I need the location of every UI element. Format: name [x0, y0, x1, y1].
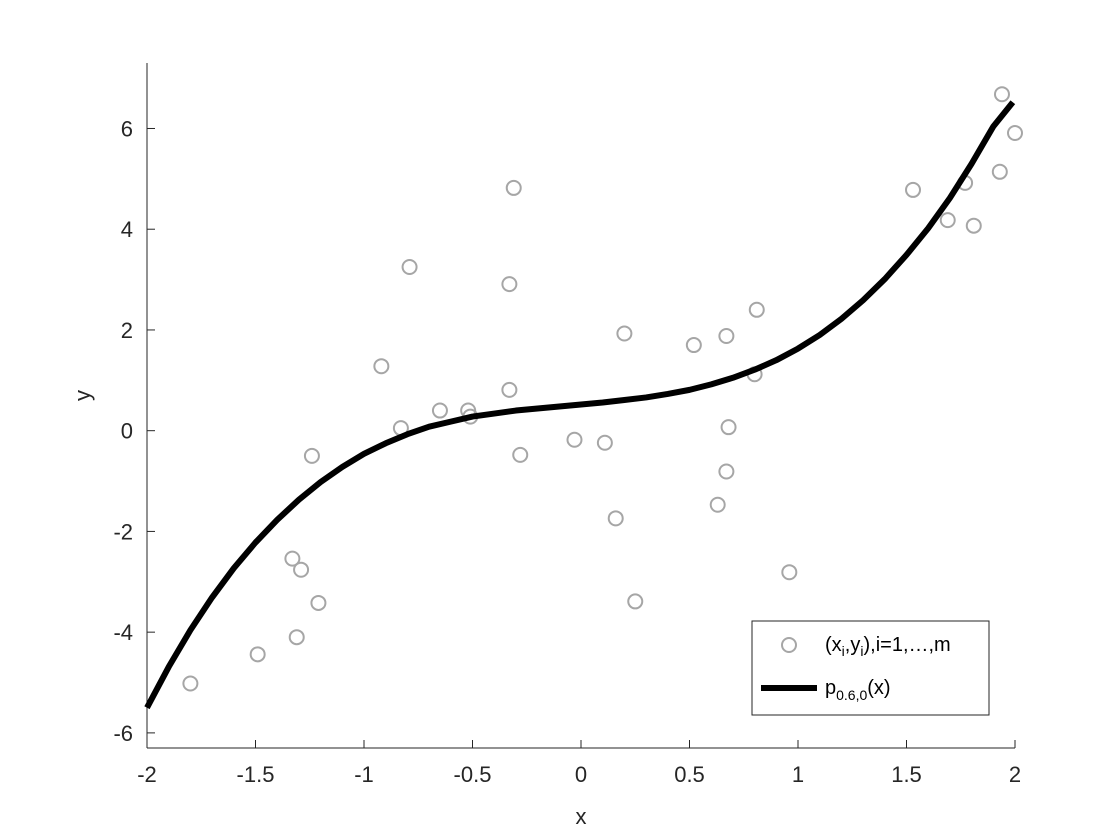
data-point: [401, 258, 418, 275]
data-point: [939, 212, 956, 229]
data-point: [993, 86, 1010, 103]
legend-box: [751, 620, 990, 716]
x-tick-label: 1.5: [891, 762, 922, 787]
data-point: [512, 446, 529, 463]
x-tick-label: -1.5: [237, 762, 275, 787]
data-point: [616, 325, 633, 342]
legend-scatter-tail: ),i=1,…,m: [863, 634, 950, 656]
x-axis-label: x: [576, 804, 587, 829]
data-point: [709, 496, 726, 513]
legend-curve-tail: (x): [867, 677, 890, 699]
data-point: [748, 301, 765, 318]
data-point: [303, 447, 320, 464]
data-point: [720, 419, 737, 436]
y-ticks: -6 -4 -2 0 2 4 6: [113, 116, 155, 746]
data-point: [905, 181, 922, 198]
data-point: [781, 564, 798, 581]
y-tick-label: 0: [121, 419, 133, 444]
data-point: [182, 675, 199, 692]
data-point: [566, 431, 583, 448]
data-point: [284, 550, 301, 567]
x-tick-label: -2: [137, 762, 157, 787]
data-point: [965, 217, 982, 234]
x-ticks: -2 -1.5 -1 -0.5 0 0.5 1 1.5 2: [137, 740, 1021, 787]
y-tick-label: -4: [113, 620, 133, 645]
data-point: [288, 629, 305, 646]
data-point: [607, 510, 624, 527]
data-point: [685, 337, 702, 354]
data-point: [718, 327, 735, 344]
legend-scatter-base: (x: [825, 634, 842, 656]
data-point: [310, 594, 327, 611]
legend-curve-sub: 0.6,0: [836, 687, 867, 703]
y-tick-label: -6: [113, 721, 133, 746]
x-tick-label: -0.5: [454, 762, 492, 787]
legend-label-curve: p0.6,0(x): [825, 677, 891, 703]
x-tick-label: 2: [1009, 762, 1021, 787]
y-tick-label: -2: [113, 519, 133, 544]
data-point: [505, 179, 522, 196]
x-tick-label: 1: [792, 762, 804, 787]
legend-marker-scatter: [781, 637, 797, 653]
legend-label-scatter: (xi,yi),i=1,…,m: [825, 634, 951, 659]
data-point: [249, 646, 266, 663]
data-point: [293, 561, 310, 578]
data-point: [627, 593, 644, 610]
y-tick-label: 6: [121, 116, 133, 141]
legend-scatter-mid: ,y: [845, 634, 861, 656]
legend-scatter-sub1: i: [842, 643, 845, 659]
data-point: [718, 463, 735, 480]
y-tick-label: 4: [121, 217, 133, 242]
x-tick-label: 0.5: [674, 762, 705, 787]
data-point: [373, 358, 390, 375]
data-point: [501, 381, 518, 398]
data-point: [431, 402, 448, 419]
data-point: [596, 434, 613, 451]
data-point: [1007, 125, 1023, 142]
x-tick-label: 0: [575, 762, 587, 787]
y-axis-label: y: [70, 390, 95, 401]
data-point: [991, 163, 1008, 180]
y-tick-label: 2: [121, 318, 133, 343]
legend-curve-base: p: [825, 677, 836, 699]
legend: (xi,yi),i=1,…,m p0.6,0(x): [751, 620, 990, 716]
scatter-series: [182, 86, 1023, 692]
curve-series: [144, 100, 1016, 710]
data-point: [501, 276, 518, 293]
x-tick-label: -1: [354, 762, 374, 787]
polynomial-curve: [144, 100, 1016, 710]
legend-scatter-sub2: i: [860, 643, 863, 659]
